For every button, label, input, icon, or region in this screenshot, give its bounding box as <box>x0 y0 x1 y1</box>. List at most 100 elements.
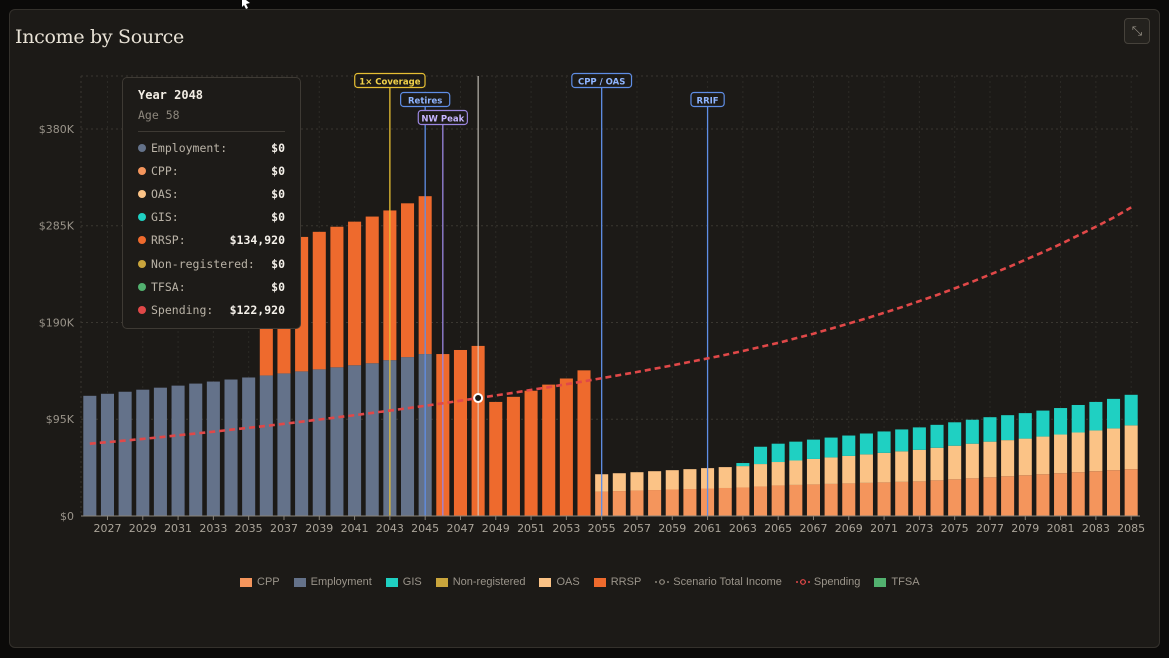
legend-swatch-icon <box>593 577 606 587</box>
x-tick-label: 2065 <box>764 522 792 535</box>
x-tick-label: 2059 <box>658 522 686 535</box>
bar-gis-2067 <box>806 439 820 459</box>
bar-rrsp-2053 <box>559 378 573 516</box>
bar-employment-2042 <box>365 363 379 516</box>
bar-cpp-2082 <box>1071 472 1085 516</box>
bar-cpp-2056 <box>612 491 626 516</box>
bar-employment-2034 <box>224 379 238 516</box>
bar-cpp-2071 <box>877 482 891 516</box>
legend-swatch-icon <box>874 577 887 587</box>
bar-oas-2062 <box>718 467 732 488</box>
bar-employment-2039 <box>312 369 326 516</box>
bar-oas-2081 <box>1054 434 1068 474</box>
tooltip-divider <box>138 131 285 132</box>
event-badge <box>571 72 633 89</box>
legend-label: Spending <box>813 576 861 588</box>
bar-oas-2063 <box>736 466 750 488</box>
series-dot-icon <box>138 213 146 222</box>
x-tick-label: 2057 <box>623 522 651 535</box>
legend-line-icon <box>795 579 810 585</box>
legend-label: Scenario Total Income <box>673 576 782 588</box>
bar-oas-2064 <box>753 464 768 487</box>
legend-label: GIS <box>402 576 422 588</box>
y-tick-label: $0 <box>60 510 74 523</box>
bar-employment-2031 <box>171 385 185 516</box>
bars <box>83 196 1138 516</box>
x-tick-label: 2067 <box>799 522 827 535</box>
bar-rrsp-2040 <box>330 226 344 368</box>
legend-item[interactable]: OAS <box>539 576 580 588</box>
bar-gis-2081 <box>1054 408 1068 435</box>
x-tick-label: 2077 <box>976 522 1004 535</box>
expand-icon[interactable]: ⤡ <box>1124 18 1150 44</box>
legend-item[interactable]: Non-registered <box>435 576 525 588</box>
legend-item[interactable]: Employment <box>293 576 372 588</box>
bar-cpp-2077 <box>983 477 997 516</box>
legend-swatch-icon <box>293 577 306 587</box>
legend-item[interactable]: TFSA <box>874 576 920 588</box>
tooltip-label: RRSP: <box>151 233 186 248</box>
bar-rrsp-2051 <box>524 390 538 516</box>
legend-item[interactable]: CPP <box>240 576 280 588</box>
bar-gis-2063 <box>736 463 750 467</box>
event-badge <box>400 91 451 108</box>
tooltip-row: Employment: $0 <box>138 136 285 159</box>
spending-hover-point <box>473 393 484 404</box>
bar-gis-2079 <box>1018 413 1032 439</box>
bar-gis-2068 <box>824 437 838 458</box>
y-tick-label: $95K <box>46 413 75 426</box>
bar-cpp-2070 <box>859 482 873 516</box>
bar-cpp-2075 <box>948 479 962 516</box>
bar-oas-2074 <box>930 447 944 481</box>
bar-cpp-2059 <box>665 489 679 516</box>
hover-tooltip: Year 2048 Age 58 Employment: $0 CPP: $0 OA… <box>122 77 301 329</box>
bar-cpp-2068 <box>824 483 838 516</box>
bar-cpp-2057 <box>630 490 644 516</box>
bar-oas-2075 <box>948 445 962 480</box>
bar-gis-2070 <box>859 433 873 455</box>
tooltip-row: Non-registered: $0 <box>138 252 285 275</box>
bar-oas-2065 <box>771 462 785 486</box>
bar-cpp-2078 <box>1001 476 1015 516</box>
legend-label: Employment <box>310 576 372 588</box>
tooltip-label: Spending: <box>151 302 214 317</box>
bar-employment-2030 <box>153 387 167 516</box>
bar-employment-2044 <box>400 357 415 516</box>
tooltip-label: OAS: <box>151 186 179 201</box>
bar-oas-2069 <box>842 455 856 484</box>
chart-title: Income by Source <box>15 26 184 48</box>
bar-cpp-2079 <box>1018 475 1032 516</box>
tooltip-row: GIS: $0 <box>138 206 285 229</box>
spending-line <box>89 206 1132 445</box>
event-label: CPP / OAS <box>578 78 625 88</box>
legend-item[interactable]: GIS <box>385 576 422 588</box>
bar-gis-2078 <box>1001 415 1015 441</box>
series-dot-icon <box>138 143 146 152</box>
tooltip-value: $0 <box>271 163 285 178</box>
x-tick-label: 2061 <box>694 522 722 535</box>
x-tick-label: 2051 <box>517 522 545 535</box>
tooltip-row: RRSP: $134,920 <box>138 229 285 252</box>
bar-cpp-2062 <box>718 487 732 516</box>
bar-gis-2074 <box>930 424 944 448</box>
bar-employment-2032 <box>189 383 203 516</box>
legend-item[interactable]: RRSP <box>593 576 641 588</box>
bar-gis-2080 <box>1036 410 1050 437</box>
bar-cpp-2081 <box>1054 473 1068 516</box>
tooltip-value: $0 <box>271 210 285 225</box>
bar-oas-2071 <box>877 452 891 483</box>
bar-employment-2033 <box>206 381 220 516</box>
legend-item[interactable]: Spending <box>795 576 861 588</box>
event-label: RRIF <box>697 97 719 107</box>
x-tick-label: 2047 <box>446 522 474 535</box>
bar-cpp-2066 <box>789 484 803 516</box>
bar-rrsp-2042 <box>365 216 379 364</box>
bar-gis-2073 <box>912 427 926 450</box>
x-tick-label: 2031 <box>164 522 192 535</box>
bar-oas-2085 <box>1124 425 1138 470</box>
legend-swatch-icon <box>240 577 252 587</box>
bar-oas-2067 <box>806 458 820 485</box>
legend-item[interactable]: Scenario Total Income <box>655 576 782 588</box>
bar-oas-2068 <box>824 457 838 484</box>
tooltip-row: CPP: $0 <box>138 159 285 182</box>
